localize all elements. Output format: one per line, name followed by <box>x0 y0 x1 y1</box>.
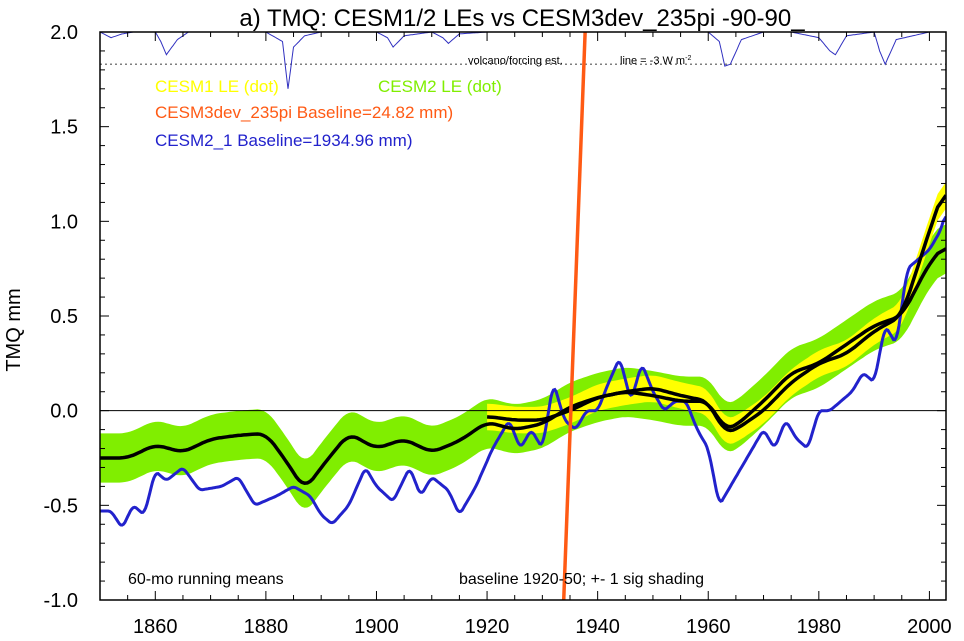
plot-area <box>100 32 946 600</box>
cesm1-le-band-group <box>487 182 946 444</box>
y-tick-label: -1.0 <box>44 590 78 612</box>
x-tick-label: 1900 <box>354 616 399 638</box>
y-tick-label: -0.5 <box>44 495 78 517</box>
volcano-line-label-sup: -2 <box>685 55 691 62</box>
axis-ticks <box>99 31 946 601</box>
y-tick-label: 2.0 <box>50 22 78 44</box>
volcano-label: volcano/forcing est. <box>468 55 563 67</box>
legend-cesm3: CESM3dev_235pi Baseline=24.82 mm) <box>155 103 453 122</box>
x-tick-label: 1920 <box>465 616 510 638</box>
y-tick-label: 1.5 <box>50 117 78 139</box>
legend-cesm2-1: CESM2_1 Baseline=1934.96 mm) <box>155 131 413 150</box>
x-tick-label: 1860 <box>133 616 178 638</box>
x-tick-label: 1980 <box>797 616 842 638</box>
legend-cesm1: CESM1 LE (dot) <box>155 77 279 96</box>
x-tick-label: 2000 <box>907 616 952 638</box>
volcano-line-label: line = -3 W m-2 <box>620 55 691 67</box>
y-tick-label: 1.0 <box>50 211 78 233</box>
y-tick-label: 0.5 <box>50 306 78 328</box>
running-means-note: 60-mo running means <box>128 571 284 588</box>
x-tick-label: 1880 <box>244 616 289 638</box>
axis-tick-labels: 1860 1880 1900 1920 1940 1960 1980 2000 2.0 1.5 1.… <box>44 22 952 638</box>
cesm2-1-series-line <box>100 215 946 527</box>
baseline-note: baseline 1920-50; +- 1 sig shading <box>459 571 704 588</box>
x-tick-label: 1960 <box>686 616 731 638</box>
x-tick-label: 1940 <box>575 616 620 638</box>
chart-title: a) TMQ: CESM1/2 LEs vs CESM3dev_235pi -9… <box>239 5 805 32</box>
volcano-line-label-main: line = -3 W m <box>620 55 685 67</box>
legend-cesm2: CESM2 LE (dot) <box>378 77 502 96</box>
y-tick-label: 0.0 <box>50 401 78 423</box>
cesm1-le-band <box>487 182 946 444</box>
cesm3dev-series-line <box>561 32 587 600</box>
y-axis-label: TMQ mm <box>3 288 25 371</box>
cesm2-le-mean-line <box>100 247 946 485</box>
volcano-forcing-line <box>100 32 946 89</box>
cesm1-le-mean-line <box>486 194 946 433</box>
